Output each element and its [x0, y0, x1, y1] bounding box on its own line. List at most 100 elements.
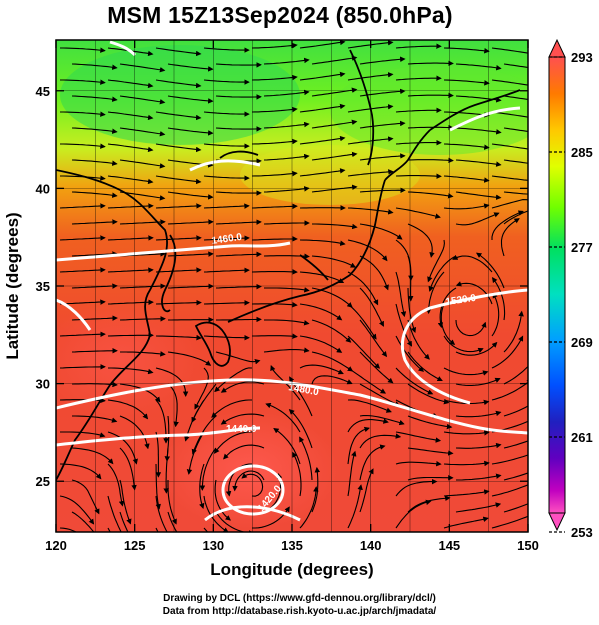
streamline — [203, 143, 250, 149]
streamline — [155, 334, 202, 341]
streamline — [264, 287, 310, 293]
streamline — [252, 333, 298, 339]
streamline — [225, 463, 253, 497]
streamline — [215, 511, 255, 532]
streamline — [455, 410, 502, 418]
coastlines — [56, 49, 521, 481]
streamline — [452, 254, 493, 273]
streamline — [263, 121, 310, 129]
streamline — [299, 271, 345, 283]
streamline — [203, 79, 250, 85]
streamline — [311, 119, 358, 129]
height-contours — [56, 40, 528, 522]
streamline — [503, 191, 528, 195]
streamline — [215, 62, 262, 68]
streamline — [311, 255, 357, 268]
streamline — [220, 381, 265, 393]
streamline — [71, 347, 118, 354]
streamline — [455, 442, 502, 449]
streamline — [59, 364, 106, 370]
streamline — [251, 236, 298, 242]
streamline — [215, 219, 262, 225]
streamline — [263, 186, 310, 193]
streamline — [491, 79, 528, 86]
streamline — [503, 503, 528, 513]
streamline — [491, 111, 528, 118]
streamline — [395, 335, 425, 372]
streamline — [311, 319, 352, 343]
streamline — [215, 351, 261, 365]
colorbar-tick-label: 285 — [571, 145, 593, 160]
streamline — [107, 495, 122, 532]
streamline — [443, 79, 490, 86]
x-tick-label: 125 — [124, 538, 146, 553]
streamline — [263, 89, 310, 97]
streamline — [107, 143, 154, 153]
streamline — [428, 255, 457, 292]
x-tick-label: 150 — [517, 538, 539, 553]
streamline — [443, 516, 489, 529]
streamline — [194, 367, 209, 410]
streamline — [215, 94, 262, 100]
streamline — [347, 207, 394, 215]
contour-label-1440: 1440.0 — [226, 424, 257, 435]
streamline — [311, 184, 358, 193]
streamline — [71, 63, 118, 70]
streamline — [407, 475, 454, 481]
streamline — [347, 169, 394, 177]
streamline — [119, 159, 166, 169]
streamline — [203, 203, 250, 209]
colorbar-tick-label: 269 — [571, 335, 593, 350]
x-tick-label: 120 — [45, 538, 67, 553]
streamline — [167, 383, 179, 428]
streamline — [167, 63, 214, 72]
streamline — [491, 199, 528, 209]
streamline — [347, 271, 379, 306]
colorbar-tick-label: 253 — [571, 525, 593, 540]
streamline — [186, 431, 205, 475]
streamline — [455, 212, 500, 226]
streamline — [503, 63, 528, 69]
streamline — [203, 175, 250, 181]
streamline — [60, 143, 106, 149]
streamline — [359, 383, 401, 407]
streamline — [503, 159, 528, 164]
streamline — [491, 277, 506, 321]
streamline — [155, 203, 202, 209]
streamline — [215, 190, 262, 196]
y-tick-label: 45 — [36, 84, 50, 99]
streamline — [71, 511, 95, 532]
streamline — [347, 71, 394, 81]
y-axis: 25 30 35 40 45 — [36, 84, 528, 489]
streamline — [407, 415, 453, 430]
streamline — [251, 269, 298, 275]
streamline — [107, 267, 154, 273]
x-axis-label: Longitude (degrees) — [210, 560, 373, 579]
streamline — [455, 341, 498, 356]
streamline — [395, 207, 441, 219]
streamline — [503, 405, 528, 417]
streamline — [155, 527, 159, 532]
streamline — [299, 168, 346, 177]
y-tick-label: 30 — [36, 377, 50, 392]
x-axis: 120 125 130 135 140 145 150 — [45, 40, 539, 553]
y-tick-label: 40 — [36, 181, 50, 196]
streamline — [59, 527, 78, 532]
streamline — [395, 460, 442, 467]
streamline — [347, 136, 394, 145]
streamline — [107, 332, 154, 339]
streamline — [455, 502, 502, 513]
streamline — [407, 191, 454, 199]
streamline — [199, 447, 217, 491]
credits: Drawing by DCL (https://www.gfd-dennou.o… — [0, 592, 599, 618]
streamline — [455, 63, 502, 71]
streamline — [359, 351, 394, 384]
streamline — [60, 79, 106, 85]
streamline — [491, 210, 524, 240]
streamline — [503, 310, 524, 353]
streamline — [455, 191, 502, 201]
streamline — [347, 335, 381, 369]
streamline — [395, 499, 432, 529]
streamline — [443, 47, 490, 54]
streamline — [203, 300, 250, 306]
